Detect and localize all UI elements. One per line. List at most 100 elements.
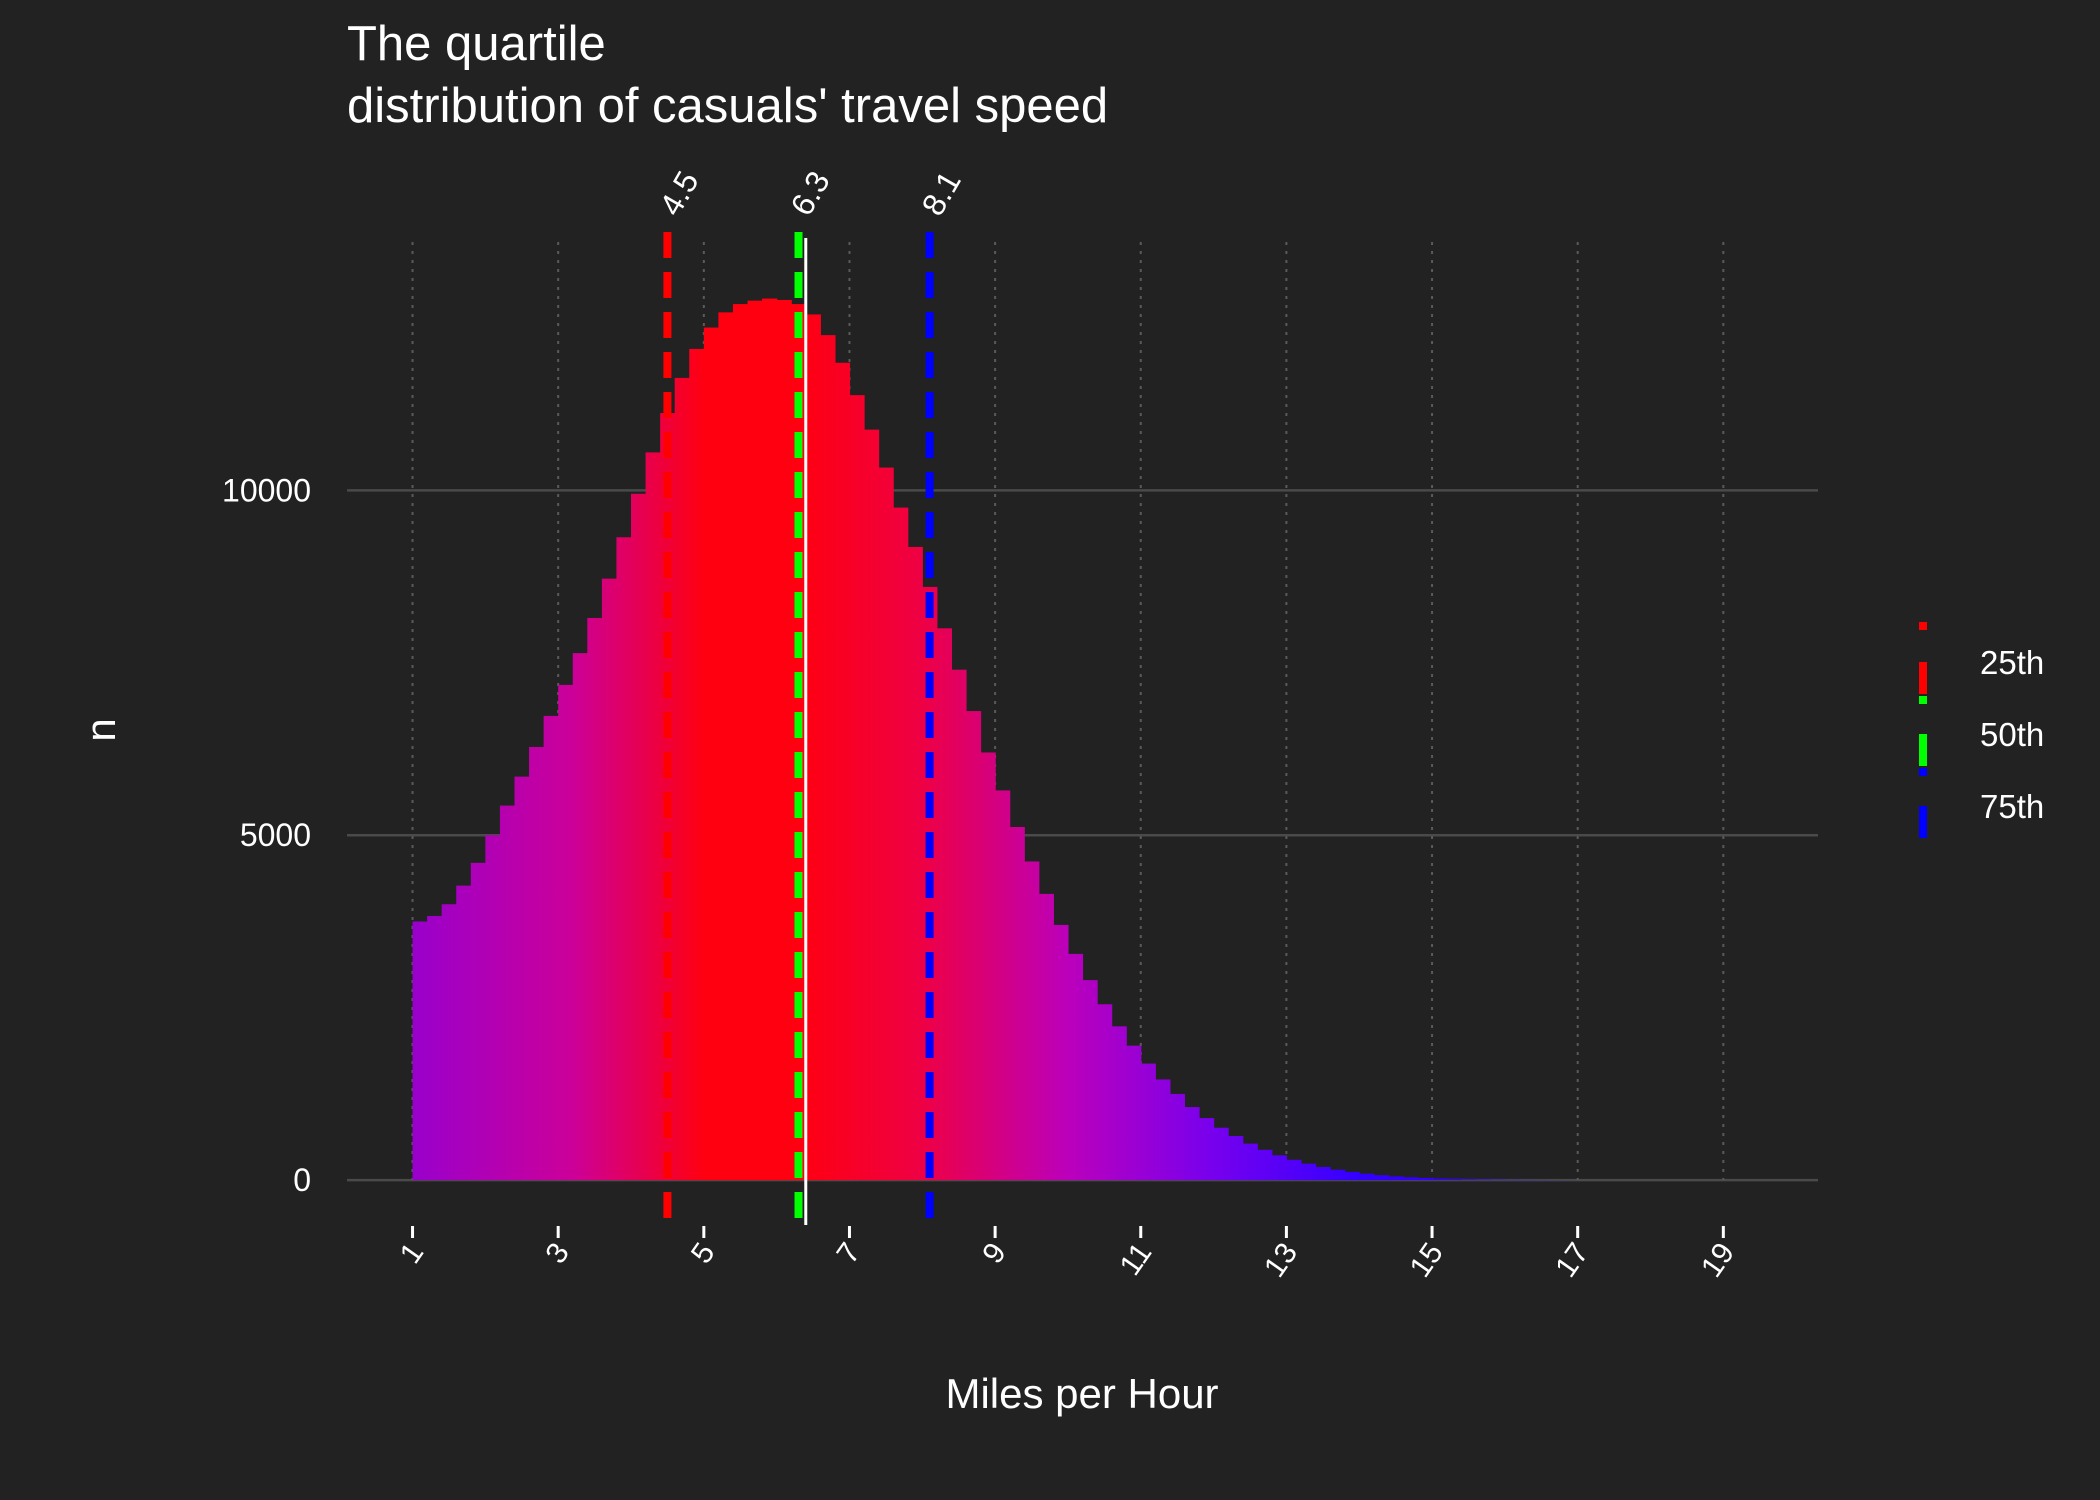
histogram-bar [514,776,530,1181]
histogram-bar [805,314,821,1181]
x-tick-label: 13 [1258,1237,1304,1283]
histogram-bar [732,304,749,1181]
x-tick-label: 7 [831,1237,868,1270]
histogram-bar [1330,1169,1346,1181]
histogram-bar [1373,1175,1389,1181]
histogram-bar [1359,1173,1375,1181]
histogram-bar [747,300,763,1181]
quartile-value-label: 4.5 [652,165,705,222]
histogram-bar [470,862,486,1181]
legend-label-50th: 50th [1980,716,2044,753]
histogram-bar [1111,1026,1127,1181]
histogram-bar [631,493,647,1181]
histogram-bar [441,904,457,1181]
histogram-bar [1024,861,1040,1181]
histogram-bar [1344,1171,1360,1181]
legend-key-gap [1919,768,1927,776]
quartile-legend: 25th 50th 75th [1919,622,2044,838]
histogram-bar [820,335,836,1181]
legend-label-75th: 75th [1980,788,2044,825]
histogram-bar [456,885,472,1181]
histogram-bar [1213,1127,1229,1181]
histogram-bar [907,546,923,1181]
x-tick-label: 1 [394,1237,431,1270]
histogram-bar [1082,980,1098,1181]
histogram-bar [645,452,661,1181]
legend-label-25th: 25th [1980,644,2044,681]
histogram-bar [1067,953,1084,1181]
histogram-bar [936,628,953,1181]
histogram-bar [1446,1178,1462,1181]
histogram-bar [1271,1155,1288,1181]
histogram-bar [951,669,967,1181]
histogram-bar [980,752,996,1181]
histogram-bar [572,653,588,1181]
histogram-bar [412,921,428,1181]
histogram-bars [412,298,1579,1181]
histogram-bar [1242,1143,1258,1181]
histogram-bar [1286,1159,1302,1181]
histogram-bar [689,348,705,1181]
x-axis-label: Miles per Hour [945,1370,1218,1417]
histogram-bar [1184,1107,1200,1181]
histogram-bar [1155,1079,1171,1181]
histogram-bar [864,429,880,1181]
histogram-bar [1038,893,1054,1181]
histogram-bar [1199,1118,1215,1181]
histogram-bar [878,467,894,1181]
histogram-bar [776,299,792,1181]
histogram-bar [1126,1045,1142,1181]
x-tick-label: 19 [1695,1237,1741,1283]
quartile-value-label: 8.1 [914,165,967,222]
legend-key-75th [1919,806,1927,838]
histogram-bar [1461,1179,1477,1181]
histogram-bar [1053,924,1069,1181]
histogram-bar [558,684,574,1181]
histogram-bar [995,790,1011,1181]
chart-title-line-2: distribution of casuals' travel speed [347,79,1108,133]
x-tick-label: 15 [1404,1237,1450,1283]
histogram-bar [1228,1136,1244,1181]
histogram-bar [529,746,545,1181]
histogram-bar [834,362,851,1181]
y-axis-ticks: 0 5000 10000 [222,472,311,1198]
y-axis-label: n [77,718,124,741]
histogram-bar [427,915,443,1181]
histogram-bar [1417,1177,1433,1181]
histogram-bar [1402,1177,1419,1181]
legend-key-25th [1919,662,1927,694]
legend-marker-top [1919,622,1927,630]
legend-key-gap [1919,696,1927,704]
histogram-bar [1315,1166,1331,1181]
quartile-value-label: 6.3 [783,165,836,222]
histogram-bar [616,537,632,1181]
histogram-bar [1388,1176,1404,1181]
histogram-bar [1097,1004,1113,1181]
histogram-bar [1432,1178,1448,1181]
x-tick-label: 17 [1549,1237,1595,1283]
histogram-bar [1475,1179,1491,1181]
histogram-bar [1169,1093,1186,1181]
histogram-bar [703,327,719,1181]
y-tick-label: 10000 [222,472,311,508]
histogram-bar [1009,826,1025,1181]
histogram-bar [587,617,603,1181]
histogram-bar [1140,1063,1156,1181]
legend-key-50th [1919,734,1927,766]
histogram-bar [1300,1163,1317,1181]
histogram-bar [965,711,982,1181]
x-tick-label: 3 [539,1237,576,1270]
histogram-bar [849,395,865,1181]
histogram-bar [499,805,516,1181]
x-axis-ticks: 1 3 5 7 9 11 13 15 17 19 [394,1226,1741,1283]
chart-title-line-1: The quartile [347,17,606,71]
x-tick-label: 9 [976,1237,1013,1270]
x-tick-label: 5 [685,1237,722,1270]
histogram-bar [718,312,734,1181]
histogram-bar [543,715,559,1181]
histogram-bar [601,578,618,1181]
histogram-bar [485,835,501,1181]
histogram-bar [762,298,778,1181]
histogram-bar [893,507,909,1181]
